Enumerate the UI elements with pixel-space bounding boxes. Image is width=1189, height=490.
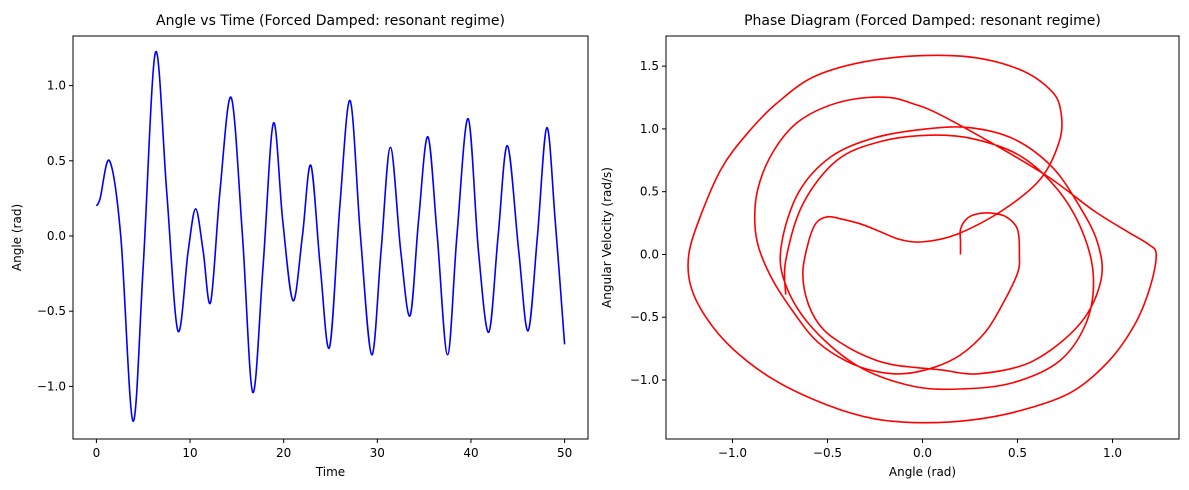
x-tick-label: 0	[93, 446, 101, 460]
y-tick-label: 0.5	[47, 154, 66, 168]
y-tick-labels: −1.0 −0.5 0.0 0.5 1.0 1.5	[630, 59, 666, 387]
phase-diagram-chart: Phase Diagram (Forced Damped: resonant r…	[600, 13, 1180, 479]
x-tick-label: 40	[463, 446, 478, 460]
y-axis-label: Angle (rad)	[10, 204, 24, 271]
y-tick-label: 0.0	[640, 247, 659, 261]
series-line	[687, 54, 1158, 424]
x-axis-label: Time	[315, 465, 345, 479]
x-tick-label: 50	[557, 446, 572, 460]
x-tick-label: −0.5	[813, 446, 842, 460]
x-tick-label: −1.0	[718, 446, 747, 460]
plot-frame	[665, 35, 1180, 440]
y-tick-label: −1.0	[630, 373, 659, 387]
y-tick-label: 1.5	[640, 59, 659, 73]
y-tick-label: −0.5	[630, 310, 659, 324]
y-tick-label: 0.0	[47, 229, 66, 243]
x-tick-label: 1.0	[1103, 446, 1122, 460]
x-tick-label: 20	[276, 446, 291, 460]
x-tick-labels: 0 10 20 30 40 50	[93, 439, 572, 460]
y-tick-label: 0.5	[640, 185, 659, 199]
chart-title: Phase Diagram (Forced Damped: resonant r…	[744, 13, 1101, 29]
x-tick-labels: −1.0 −0.5 0.0 0.5 1.0	[718, 439, 1122, 460]
y-tick-label: −1.0	[37, 379, 66, 393]
y-tick-label: 1.0	[47, 79, 66, 93]
y-tick-label: 1.0	[640, 122, 659, 136]
plot-lines	[687, 54, 1158, 424]
plot-frame	[72, 35, 589, 440]
x-tick-label: 0.5	[1008, 446, 1027, 460]
x-tick-label: 10	[182, 446, 197, 460]
x-tick-label: 0.0	[913, 446, 932, 460]
x-tick-label: 30	[370, 446, 385, 460]
chart-title: Angle vs Time (Forced Damped: resonant r…	[156, 13, 505, 29]
y-tick-labels: −1.0 −0.5 0.0 0.5 1.0	[37, 79, 73, 393]
plot-lines	[95, 50, 566, 422]
time-series-chart: Angle vs Time (Forced Damped: resonant r…	[10, 13, 589, 479]
y-axis-label: Angular Velocity (rad/s)	[600, 167, 614, 308]
y-tick-label: −0.5	[37, 304, 66, 318]
x-axis-label: Angle (rad)	[889, 465, 956, 479]
series-line	[95, 50, 566, 422]
